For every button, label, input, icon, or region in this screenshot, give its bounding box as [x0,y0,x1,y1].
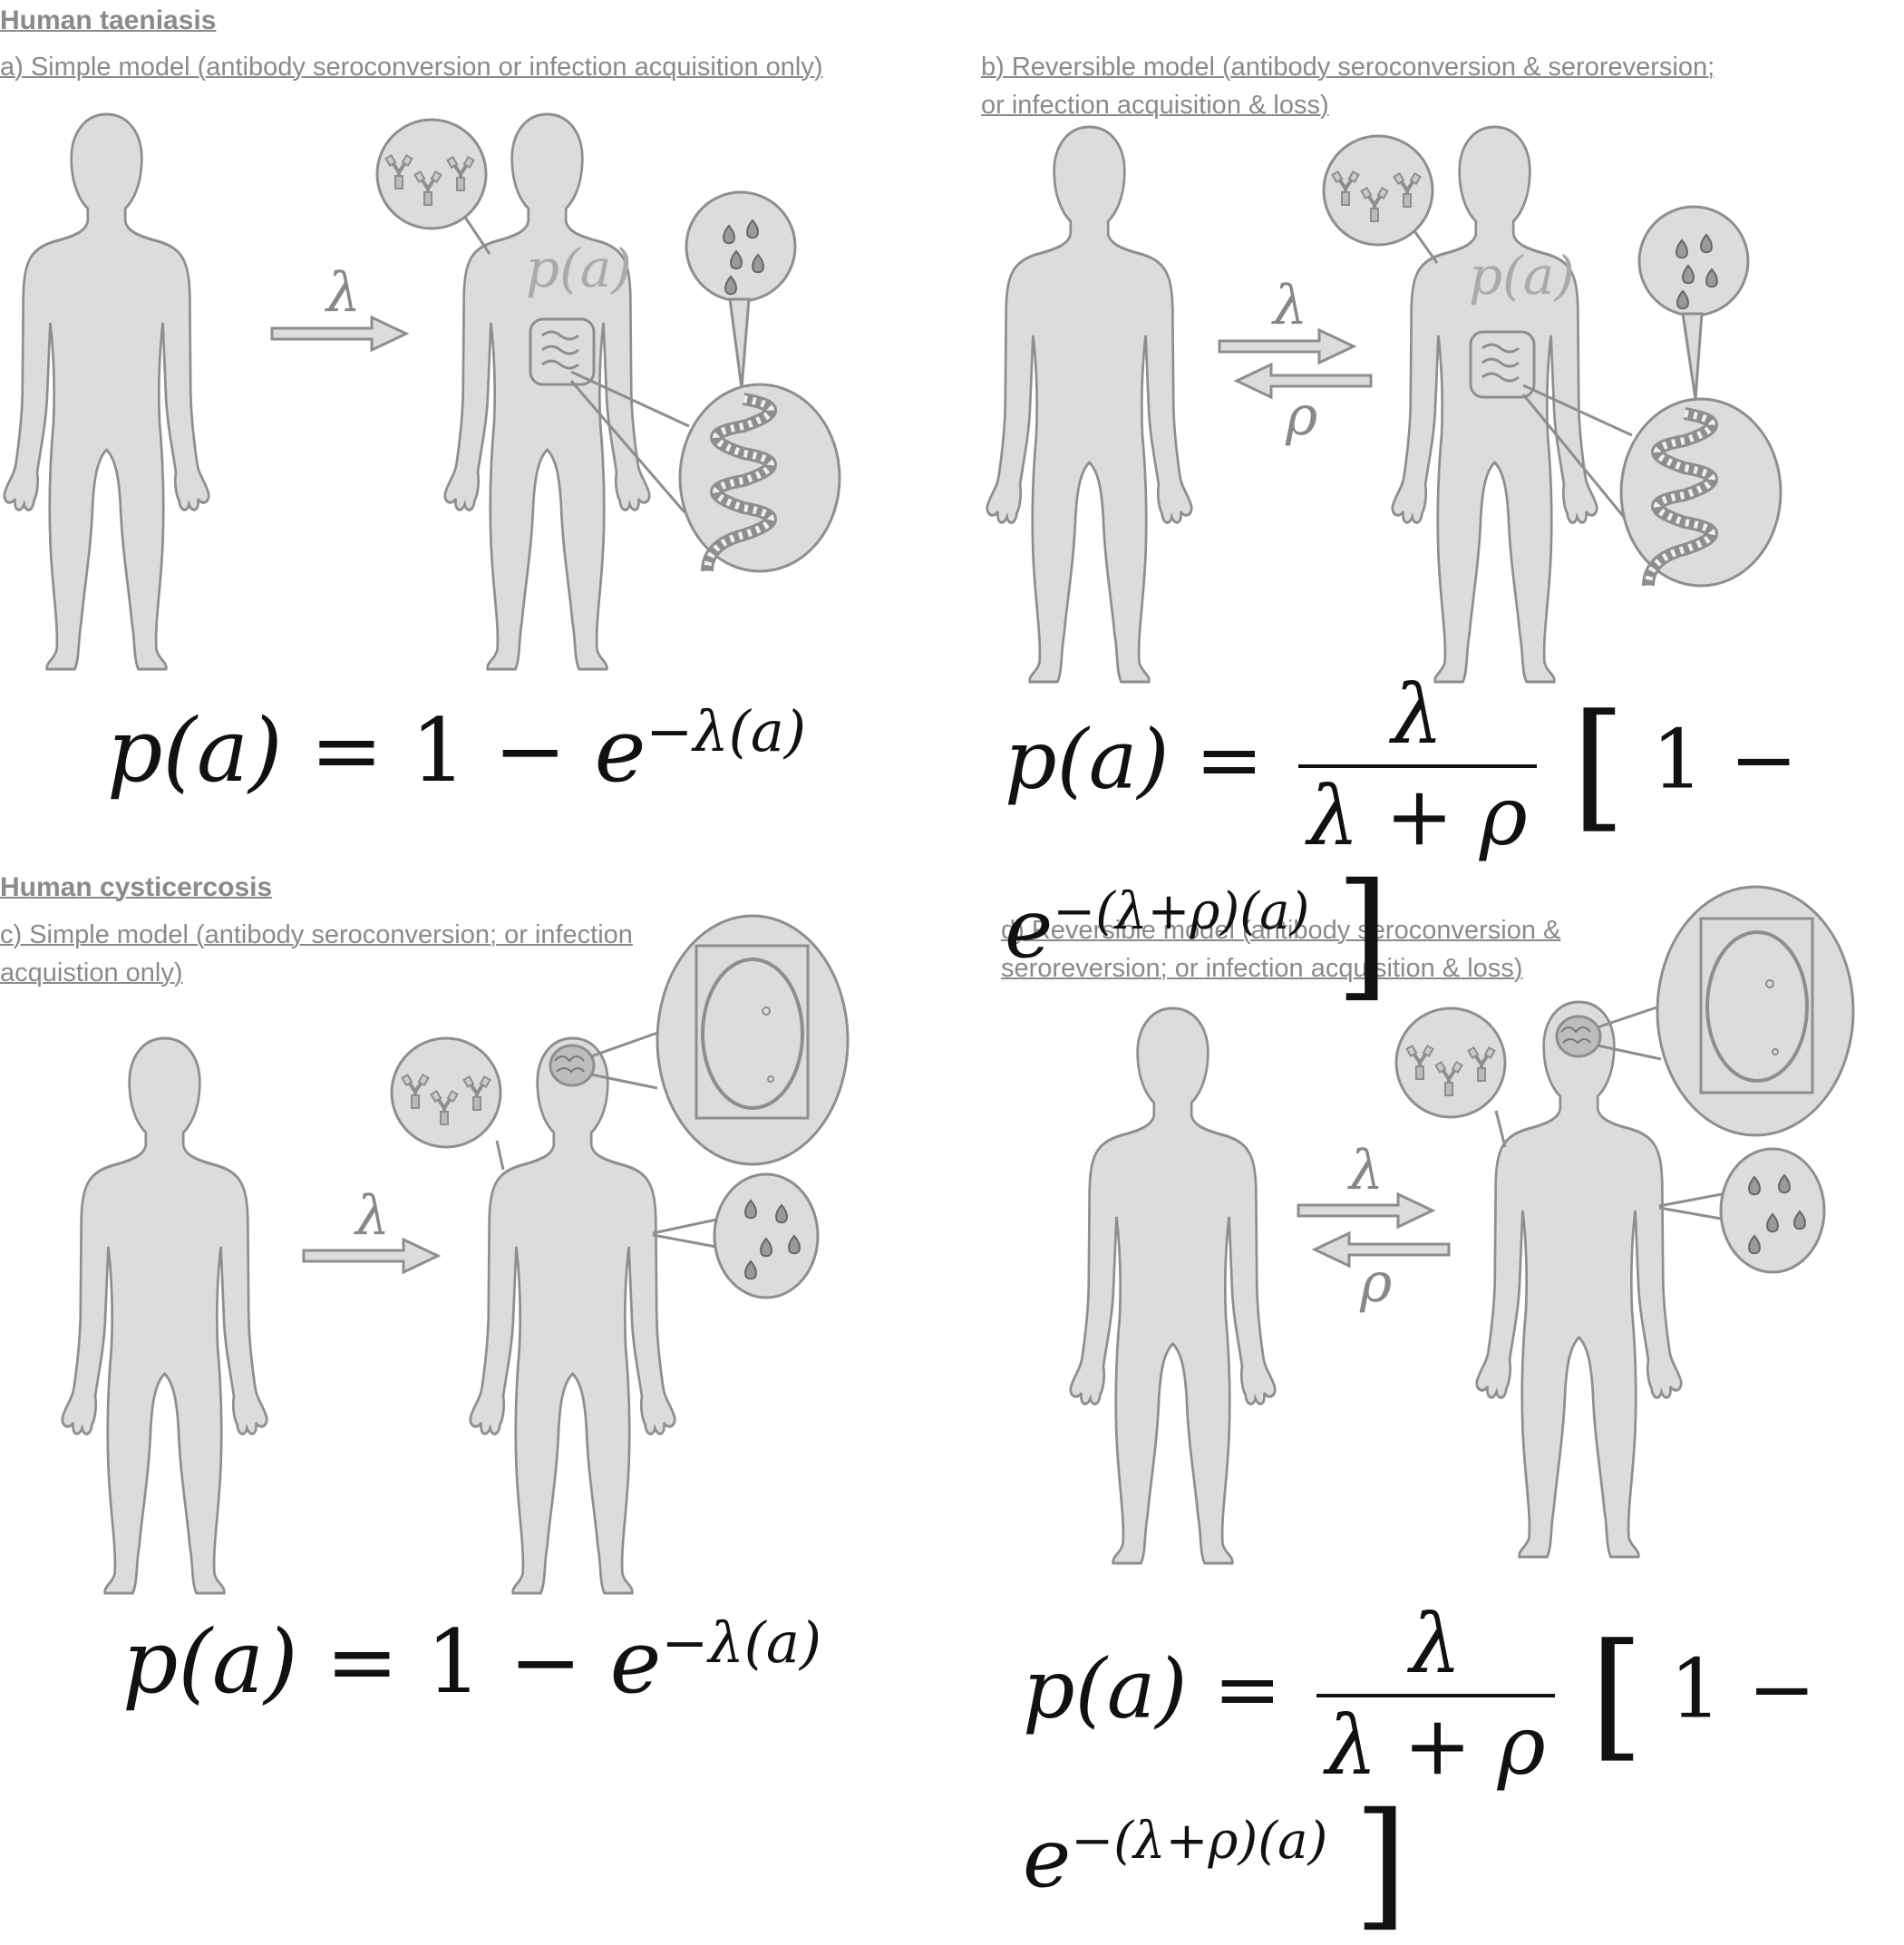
formula-open-bracket: [ [1589,1614,1645,1776]
human-silhouette-a-left [3,112,210,671]
egg-bubble-c [713,1172,820,1299]
cyst-scan-icon [701,958,804,1110]
formula-equals: = [1213,1641,1282,1737]
rate-rho-b: ρ [1286,384,1318,448]
panel-a-graphic [3,112,841,671]
formula-one: 1 [426,1611,482,1713]
intestine-icon-b [1469,330,1536,399]
formula-e: e [1023,1810,1072,1906]
antibody-bubble-d [1394,1007,1507,1119]
formula-e: e [609,1611,662,1713]
heading-cysticercosis: Human cysticercosis [0,872,273,902]
formula-panel-a: p(a) = 1 − e−λ(a) [107,698,806,802]
formula-exponent: −(λ+ρ)(a) [1071,1811,1328,1871]
formula-e: e [594,700,646,802]
caption-panel-c: c) Simple model (antibody seroconversion… [0,920,633,987]
formula-equals: = [310,700,384,802]
rate-lambda-b: λ [1273,274,1308,337]
formula-minus: − [493,700,568,802]
formula-exponent: −λ(a) [661,1609,822,1676]
formula-lhs: p(a) [122,1611,298,1713]
illustration-canvas [3,112,1855,1595]
rate-lambda-c: λ [355,1184,391,1248]
egg-bubble-a [685,190,797,303]
panel-d-graphic [1069,885,1855,1565]
formula-minus: − [1729,712,1798,808]
formula-minus: − [509,1611,583,1713]
formula-minus: − [1747,1641,1816,1737]
formula-e: e [1005,880,1054,977]
tapeworm-icon [1642,407,1718,587]
intestine-icon-a [529,317,596,386]
body-label-a: p(a) [526,238,632,299]
panel-b-graphic [986,125,1783,684]
caption-panel-a: a) Simple model (antibody seroconversion… [0,53,823,82]
brain-icon [1555,1015,1602,1058]
formula-close-bracket: ] [1353,1784,1408,1945]
panel-c-graphic [61,914,850,1595]
caption-panel-b: b) Reversible model (antibody seroconver… [981,53,1715,120]
formula-lhs: p(a) [1023,1641,1188,1737]
caption-panel-d: d) Reversible model (antibody seroconver… [1001,916,1561,983]
egg-bubble-b [1637,205,1750,317]
body-label-b: p(a) [1469,245,1575,306]
formula-denominator: λ + ρ [1326,1698,1546,1794]
brain-icon [549,1044,596,1087]
human-silhouette-d-left [1069,1007,1277,1565]
formula-numerator: λ [1298,666,1537,768]
cyst-scan-icon [1705,930,1809,1083]
rate-lambda-d: λ [1349,1139,1384,1202]
formula-one: 1 [1669,1641,1722,1737]
rate-rho-d: ρ [1360,1251,1393,1315]
human-silhouette-b-left [986,125,1193,684]
tapeworm-icon [701,393,777,572]
formula-exponent: −(λ+ρ)(a) [1053,881,1310,941]
egg-bubble-d [1719,1147,1826,1274]
formula-close-bracket: ] [1335,854,1390,1016]
formula-fraction: λ λ + ρ [1298,666,1537,866]
formula-equals: = [1195,712,1264,808]
formula-numerator: λ [1316,1596,1555,1697]
heading-taeniasis: Human taeniasis [0,5,217,35]
rate-lambda-a: λ [326,261,362,325]
human-silhouette-d-right [1475,1000,1683,1559]
antibody-bubble-a [375,118,488,230]
formula-panel-d: p(a) = λ λ + ρ [ 1 − e−(λ+ρ)(a) ] [1023,1596,1904,1934]
formula-open-bracket: [ [1571,685,1627,847]
human-silhouette-c-right [469,1036,676,1595]
formula-fraction: λ λ + ρ [1316,1596,1555,1795]
formula-one: 1 [411,700,467,802]
antibody-bubble-b [1322,134,1434,247]
formula-equals: = [325,1611,399,1713]
formula-exponent: −λ(a) [646,698,807,764]
human-silhouette-c-left [61,1036,268,1595]
formula-denominator: λ + ρ [1307,769,1528,864]
formula-lhs: p(a) [1005,712,1170,808]
antibody-bubble-c [390,1036,502,1149]
formula-lhs: p(a) [107,700,283,802]
formula-panel-c: p(a) = 1 − e−λ(a) [122,1609,821,1713]
formula-one: 1 [1651,712,1704,808]
formula-panel-b: p(a) = λ λ + ρ [ 1 − e−(λ+ρ)(a) ] [1005,666,1904,1005]
